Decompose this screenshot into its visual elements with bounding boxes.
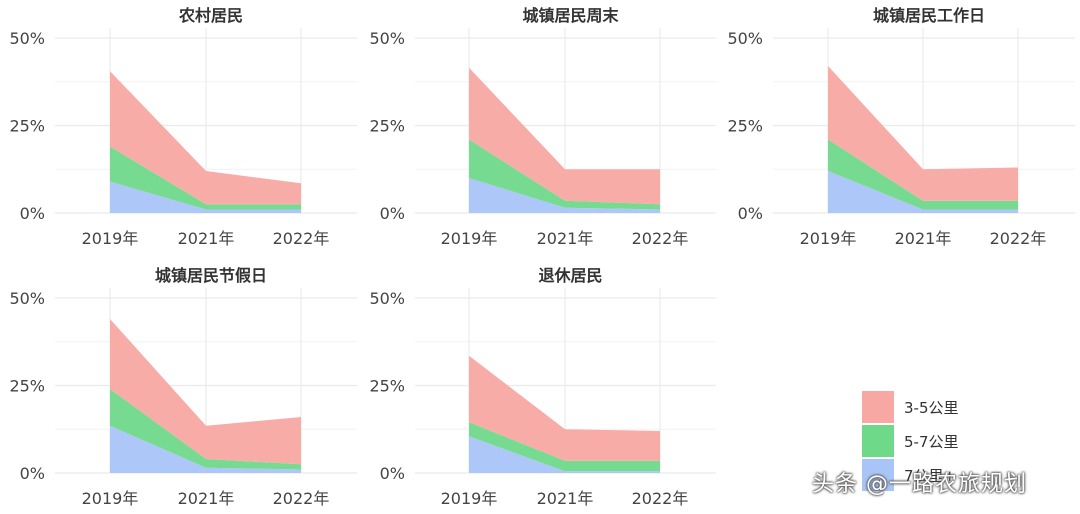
y-tick-label: 50% bbox=[727, 29, 763, 48]
area-series bbox=[110, 319, 301, 465]
x-tick-label: 2021年 bbox=[895, 229, 952, 248]
area-series bbox=[110, 146, 301, 210]
area-series bbox=[469, 436, 660, 473]
y-tick-label: 25% bbox=[9, 117, 45, 136]
facet-panel: 0% 25% 50% 2019年 2021年 2022年 农村居民 bbox=[9, 6, 357, 248]
x-tick-label: 2022年 bbox=[273, 229, 330, 248]
y-tick-label: 0% bbox=[738, 204, 763, 223]
facet-panel: 0% 25% 50% 2019年 2021年 2022年 城镇居民周末 bbox=[369, 6, 716, 248]
legend-label: 3-5公里 bbox=[904, 399, 959, 417]
legend-label: 5-7公里 bbox=[904, 433, 959, 451]
area-series bbox=[469, 178, 660, 213]
facet-panel: 0% 25% 50% 2019年 2021年 2022年 城镇居民节假日 bbox=[9, 266, 357, 508]
legend-swatch bbox=[862, 391, 894, 423]
y-tick-label: 0% bbox=[380, 204, 405, 223]
y-tick-label: 25% bbox=[9, 377, 45, 396]
area-series bbox=[110, 389, 301, 470]
y-tick-label: 50% bbox=[369, 29, 405, 48]
area-series bbox=[469, 139, 660, 210]
y-tick-label: 25% bbox=[369, 117, 405, 136]
area-series bbox=[828, 171, 1018, 213]
area-series bbox=[469, 355, 660, 461]
y-tick-label: 50% bbox=[369, 289, 405, 308]
area-series bbox=[110, 425, 301, 473]
y-tick-label: 0% bbox=[20, 204, 45, 223]
area-series bbox=[469, 422, 660, 472]
y-tick-label: 0% bbox=[380, 464, 405, 483]
watermark-text: 头条 @一路农旅规划 bbox=[812, 472, 1027, 497]
area-series bbox=[828, 66, 1018, 201]
legend-swatch bbox=[862, 425, 894, 457]
facet-title: 农村居民 bbox=[178, 6, 243, 25]
legend: 3-5公里 5-7公里 7公里+ bbox=[862, 391, 959, 491]
y-tick-label: 50% bbox=[9, 289, 45, 308]
area-series bbox=[469, 67, 660, 205]
legend-label: 7公里+ bbox=[904, 467, 956, 485]
x-tick-label: 2019年 bbox=[800, 229, 857, 248]
x-tick-label: 2022年 bbox=[632, 489, 689, 508]
x-tick-label: 2021年 bbox=[537, 229, 594, 248]
area-series bbox=[110, 71, 301, 205]
x-tick-label: 2022年 bbox=[990, 229, 1047, 248]
facet-title: 退休居民 bbox=[538, 266, 602, 285]
x-tick-label: 2021年 bbox=[178, 489, 235, 508]
x-tick-label: 2022年 bbox=[273, 489, 330, 508]
legend-swatch bbox=[862, 459, 894, 491]
area-series bbox=[110, 181, 301, 213]
x-tick-label: 2019年 bbox=[82, 229, 139, 248]
x-tick-label: 2022年 bbox=[632, 229, 689, 248]
facet-title: 城镇居民节假日 bbox=[155, 266, 267, 285]
y-tick-label: 25% bbox=[369, 377, 405, 396]
facet-title: 城镇居民工作日 bbox=[873, 6, 985, 25]
x-tick-label: 2019年 bbox=[441, 489, 498, 508]
area-series bbox=[828, 139, 1018, 210]
y-tick-label: 50% bbox=[9, 29, 45, 48]
y-tick-label: 0% bbox=[20, 464, 45, 483]
facet-panel: 0% 25% 50% 2019年 2021年 2022年 城镇居民工作日 bbox=[727, 6, 1075, 248]
x-tick-label: 2019年 bbox=[441, 229, 498, 248]
x-tick-label: 2021年 bbox=[178, 229, 235, 248]
facet-panel: 0% 25% 50% 2019年 2021年 2022年 退休居民 bbox=[369, 266, 716, 508]
y-tick-label: 25% bbox=[727, 117, 763, 136]
x-tick-label: 2019年 bbox=[82, 489, 139, 508]
x-tick-label: 2021年 bbox=[537, 489, 594, 508]
facet-title: 城镇居民周末 bbox=[522, 6, 619, 25]
